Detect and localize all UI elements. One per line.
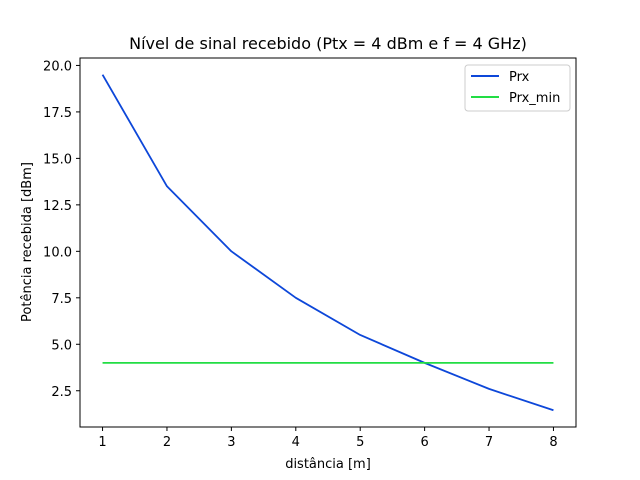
y-tick-label: 5.0 <box>51 338 72 353</box>
chart-title: Nível de sinal recebido (Ptx = 4 dBm e f… <box>129 34 527 53</box>
y-tick-label: 10.0 <box>43 245 72 260</box>
x-tick-label: 1 <box>98 435 106 450</box>
legend-label-prx-min: Prx_min <box>509 91 560 106</box>
x-tick-label: 7 <box>485 435 493 450</box>
y-axis-label: Potência recebida [dBm] <box>20 162 35 322</box>
series-line-prx <box>101 74 554 412</box>
y-axis: 2.5 5.0 7.5 10.0 12.5 15.0 17.5 20.0 <box>43 59 80 400</box>
y-tick-label: 17.5 <box>43 106 72 121</box>
x-tick-label: 6 <box>420 435 428 450</box>
x-tick-label: 4 <box>292 435 300 450</box>
plot-frame <box>79 57 577 428</box>
y-tick-label: 2.5 <box>51 385 72 400</box>
y-tick-label: 12.5 <box>43 199 72 214</box>
x-tick-label: 2 <box>163 435 171 450</box>
series-lines <box>101 74 554 412</box>
legend: Prx Prx_min <box>464 64 571 112</box>
y-tick-label: 20.0 <box>43 59 72 74</box>
x-tick-label: 5 <box>356 435 364 450</box>
y-tick-label: 7.5 <box>51 292 72 307</box>
x-tick-label: 3 <box>227 435 235 450</box>
legend-label-prx: Prx <box>509 70 530 85</box>
x-axis: 1 2 3 4 5 6 7 8 <box>98 427 558 450</box>
y-tick-label: 15.0 <box>43 152 72 167</box>
x-axis-label: distância [m] <box>285 457 371 472</box>
x-tick-label: 8 <box>549 435 557 450</box>
